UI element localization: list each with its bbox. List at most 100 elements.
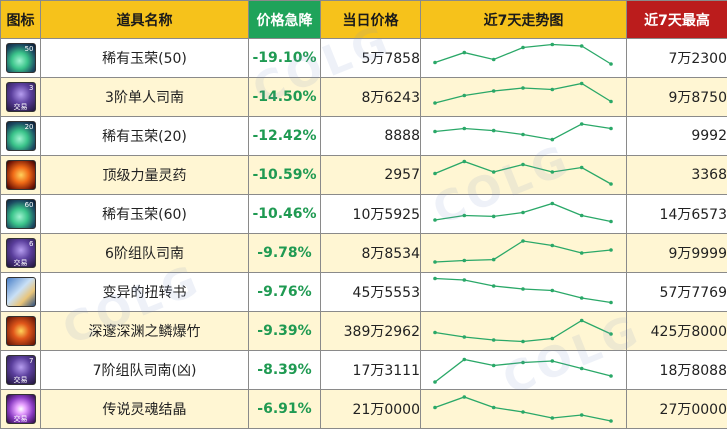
trend-point	[579, 81, 584, 86]
trend-point	[521, 210, 525, 215]
trend-point	[550, 336, 555, 341]
icon-badge: 7	[29, 357, 34, 365]
icon-cell: 7 交易	[0, 350, 41, 390]
header-today-price: 当日价格	[320, 0, 421, 39]
trend-point	[550, 359, 555, 363]
ticket-icon[interactable]: 6 交易	[5, 238, 36, 268]
icon-cell	[0, 155, 41, 195]
trend-point	[579, 366, 584, 371]
crystal-icon[interactable]: 交易	[5, 394, 36, 424]
trend-point	[521, 162, 525, 167]
trend-point	[491, 284, 496, 288]
icon-cell: 3 交易	[0, 77, 41, 117]
icon-badge: 60	[24, 201, 34, 209]
trend-point	[491, 214, 496, 219]
trend-point	[433, 101, 437, 105]
trend-line	[434, 396, 612, 422]
today-price: 10万5925	[320, 194, 421, 234]
trend-point	[521, 45, 525, 50]
trend-point	[609, 126, 613, 131]
table-row[interactable]: 变异的扭转书 -9.76% 45万5553 57万7769	[0, 272, 727, 312]
trend-point	[609, 219, 613, 224]
trend-point	[462, 357, 467, 362]
trend-sparkline	[433, 201, 613, 224]
ticket-icon[interactable]: 7 交易	[5, 355, 36, 385]
trend-point	[550, 243, 555, 248]
item-name: 稀有玉荣(20)	[40, 116, 249, 156]
today-price: 45万5553	[320, 272, 421, 312]
jade-icon[interactable]: 20	[5, 121, 36, 151]
table-row[interactable]: 深邃深渊之鳞爆竹 -9.39% 389万2962 425万8000	[0, 311, 727, 351]
icon-cell: 50	[0, 38, 41, 78]
trend-line	[434, 240, 612, 263]
trend-chart-cell	[420, 155, 627, 195]
table-row[interactable]: 60 稀有玉荣(60) -10.46% 10万5925 14万6573	[0, 194, 727, 234]
trend-chart-cell	[420, 350, 627, 390]
item-name: 稀有玉荣(50)	[40, 38, 249, 78]
trend-point	[550, 42, 555, 47]
icon-cell: 20	[0, 116, 41, 156]
price-drop-value: -9.39%	[248, 311, 321, 351]
icon-badge: 3	[29, 84, 34, 92]
item-name: 6阶组队司南	[40, 233, 249, 273]
price-drop-value: -19.10%	[248, 38, 321, 78]
trend-line	[434, 123, 612, 141]
trend-chart-cell	[420, 389, 627, 429]
today-price: 8万6243	[320, 77, 421, 117]
trend-point	[550, 137, 555, 142]
potion-icon[interactable]	[5, 160, 36, 190]
seven-day-max: 14万6573	[626, 194, 727, 234]
trend-point	[491, 128, 496, 133]
price-drop-value: -6.91%	[248, 389, 321, 429]
icon-cell: 60	[0, 194, 41, 234]
trend-point	[609, 99, 613, 104]
trend-point	[521, 132, 525, 137]
trend-point	[521, 239, 525, 243]
bamboo-icon[interactable]	[5, 316, 36, 346]
item-name: 7阶组队司南(凶)	[40, 350, 249, 390]
table-row[interactable]: 20 稀有玉荣(20) -12.42% 8888 9992	[0, 116, 727, 156]
jade-icon[interactable]: 50	[5, 43, 36, 73]
trend-point	[433, 171, 437, 176]
seven-day-max: 27万0000	[626, 389, 727, 429]
trend-point	[491, 89, 496, 93]
trend-point	[433, 60, 437, 65]
item-name: 变异的扭转书	[40, 272, 249, 312]
header-item-name: 道具名称	[40, 0, 249, 39]
trend-point	[462, 278, 467, 282]
trend-point	[433, 260, 437, 264]
trend-point	[550, 87, 555, 92]
table-row[interactable]: 交易 传说灵魂结晶 -6.91% 21万0000 27万0000	[0, 389, 727, 429]
tradeable-tag: 交易	[13, 103, 28, 111]
trend-point	[462, 213, 467, 218]
table-row[interactable]: 顶级力量灵药 -10.59% 2957 3368	[0, 155, 727, 195]
price-drop-value: -10.59%	[248, 155, 321, 195]
table-row[interactable]: 6 交易 6阶组队司南 -9.78% 8万8534 9万9999	[0, 233, 727, 273]
trend-sparkline	[433, 42, 613, 66]
trend-point	[609, 248, 613, 252]
book-icon[interactable]	[5, 277, 36, 307]
trend-point	[579, 122, 584, 126]
ticket-icon[interactable]: 3 交易	[5, 82, 36, 112]
table-row[interactable]: 3 交易 3阶单人司南 -14.50% 8万6243 9万8750	[0, 77, 727, 117]
trend-chart-cell	[420, 77, 627, 117]
header-icon: 图标	[0, 0, 41, 39]
trend-sparkline	[433, 239, 613, 264]
icon-badge: 50	[24, 45, 34, 53]
trend-point	[521, 287, 525, 291]
today-price: 2957	[320, 155, 421, 195]
trend-point	[609, 300, 613, 305]
trend-chart-cell	[420, 194, 627, 234]
trend-point	[579, 413, 584, 417]
trend-point	[579, 251, 584, 255]
table-row[interactable]: 50 稀有玉荣(50) -19.10% 5万7858 7万2300	[0, 38, 727, 78]
today-price: 8888	[320, 116, 421, 156]
jade-icon[interactable]: 60	[5, 199, 36, 229]
seven-day-max: 18万8088	[626, 350, 727, 390]
trend-point	[521, 410, 525, 414]
price-drop-value: -8.39%	[248, 350, 321, 390]
table-row[interactable]: 7 交易 7阶组队司南(凶) -8.39% 17万3111 18万8088	[0, 350, 727, 390]
trend-point	[433, 129, 437, 134]
trend-point	[550, 416, 555, 420]
trend-point	[462, 335, 467, 339]
